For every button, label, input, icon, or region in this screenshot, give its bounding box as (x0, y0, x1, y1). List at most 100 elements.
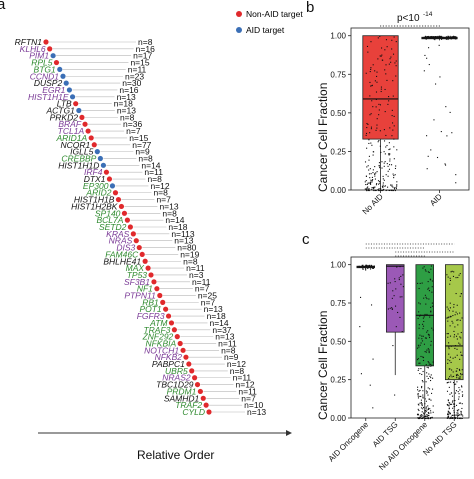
gene-label: NCOR1 (61, 140, 91, 150)
jitter-point (387, 186, 389, 188)
jitter-point (388, 154, 390, 156)
gene-count-label: n=80 (177, 243, 196, 253)
jitter-point (372, 187, 374, 189)
jitter-point (449, 325, 451, 327)
jitter-point (394, 281, 396, 283)
jitter-point (360, 373, 362, 375)
jitter-point (459, 402, 462, 404)
jitter-point (390, 184, 392, 186)
jitter-point (418, 417, 420, 419)
jitter-point (370, 304, 373, 306)
jitter-point (449, 111, 451, 113)
jitter-point (428, 334, 430, 336)
jitter-point (458, 342, 460, 344)
gene-count-label: n=11 (128, 64, 147, 74)
jitter-point (377, 58, 379, 60)
jitter-point (418, 346, 420, 348)
jitter-point (392, 80, 394, 82)
jitter-point (458, 377, 460, 379)
jitter-point (452, 400, 454, 402)
jitter-point (370, 179, 372, 181)
jitter-point (389, 164, 391, 166)
jitter-point (460, 412, 462, 414)
y-tick-label: 0.25 (330, 147, 346, 156)
jitter-point (420, 355, 422, 358)
jitter-point (452, 382, 455, 384)
gene-label: PRKD2 (50, 112, 79, 122)
jitter-point (370, 67, 372, 69)
jitter-point (431, 291, 433, 293)
jitter-point (422, 406, 425, 409)
jitter-point (420, 395, 422, 398)
jitter-point (432, 36, 434, 38)
jitter-point (369, 114, 371, 116)
jitter-point (366, 45, 369, 47)
gene-label: TP53 (127, 270, 148, 280)
jitter-point (448, 377, 450, 379)
jitter-point (380, 188, 382, 190)
jitter-point (456, 381, 458, 383)
jitter-point (421, 340, 424, 342)
jitter-point (359, 326, 361, 328)
jitter-point (430, 36, 432, 38)
jitter-point (390, 61, 392, 63)
jitter-point (378, 109, 380, 111)
jitter-point (458, 393, 460, 395)
jitter-point (438, 44, 440, 46)
gene-label: ATM (149, 318, 168, 328)
jitter-point (388, 153, 390, 155)
jitter-point (389, 189, 391, 192)
gene-count-label: n=11 (238, 386, 257, 396)
jitter-point (401, 331, 403, 333)
jitter-point (447, 399, 449, 401)
jitter-point (456, 348, 458, 350)
jitter-point (427, 394, 429, 396)
jitter-point (426, 413, 428, 416)
jitter-point (365, 132, 368, 134)
jitter-point (418, 324, 420, 326)
gene-point (177, 340, 183, 347)
jitter-point (429, 417, 431, 420)
gene-label: NF1 (137, 284, 153, 294)
jitter-point (446, 274, 448, 276)
jitter-point (365, 72, 367, 74)
jitter-point (423, 412, 425, 414)
gene-count-label: n=12 (236, 380, 255, 390)
jitter-point (396, 185, 398, 187)
jitter-point (425, 296, 427, 298)
y-tick-label: 0.50 (330, 109, 346, 118)
jitter-point (460, 417, 462, 420)
jitter-point (392, 189, 395, 192)
jitter-point (460, 374, 462, 376)
gene-point (97, 155, 103, 162)
jitter-point (459, 343, 461, 345)
jitter-point (369, 384, 371, 386)
jitter-point (373, 151, 375, 153)
gene-point (82, 121, 88, 127)
gene-point (206, 409, 212, 415)
jitter-point (456, 313, 458, 315)
gene-point (154, 286, 160, 292)
jitter-point (425, 36, 427, 38)
jitter-point (395, 326, 397, 328)
jitter-point (455, 36, 457, 38)
jitter-point (376, 81, 378, 83)
jitter-point (451, 395, 454, 397)
jitter-point (448, 412, 450, 414)
jitter-point (431, 388, 434, 390)
jitter-point (425, 303, 427, 305)
jitter-point (375, 172, 377, 174)
gene-count-label: n=10 (244, 400, 263, 410)
jitter-point (446, 390, 449, 392)
jitter-point (383, 151, 385, 153)
gene-label: ARID1A (55, 133, 87, 143)
jitter-point (417, 394, 419, 396)
jitter-point (427, 37, 429, 39)
jitter-point (422, 335, 424, 337)
gene-label: TRAF3 (143, 325, 170, 335)
jitter-point (445, 38, 447, 40)
jitter-point (453, 417, 455, 419)
panel-c-letter: c (302, 231, 310, 248)
legend-non-aid-label: Non-AID target (246, 9, 303, 19)
